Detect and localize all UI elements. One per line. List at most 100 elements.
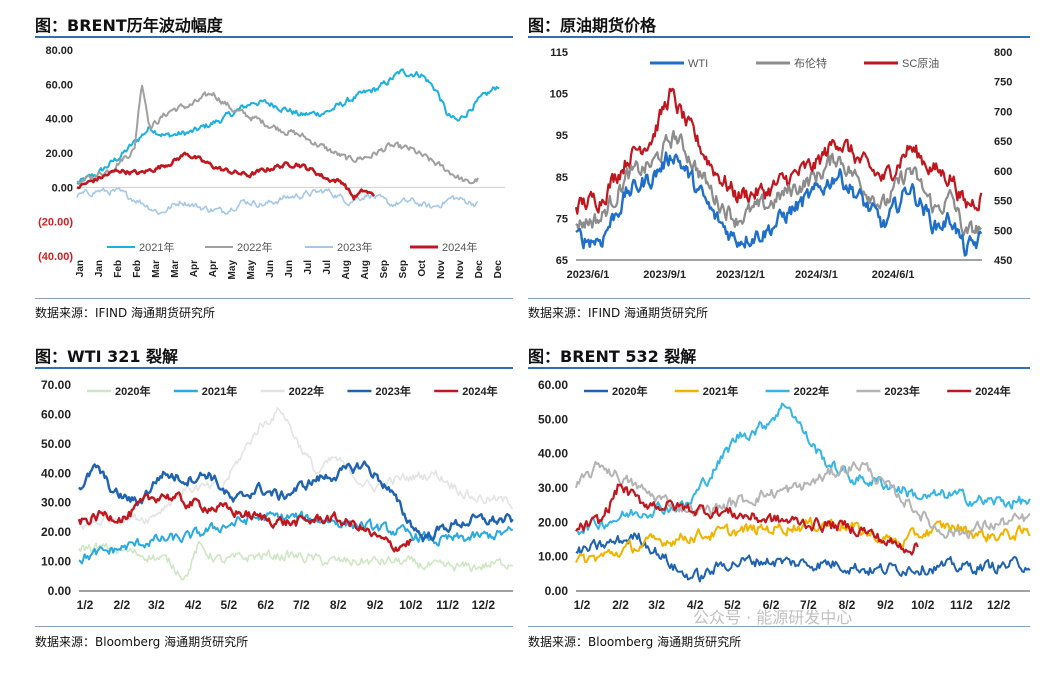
x-tick-label: 2024/3/1 xyxy=(795,269,838,281)
y-tick-label: 50.00 xyxy=(538,412,568,426)
x-tick-label: Dec xyxy=(474,260,485,279)
legend-label: SC原油 xyxy=(902,56,939,70)
brent-volatility-panel: 图：BRENT历年波动幅度 80.00 60.00 40.00 20.00 0.00 (2… xyxy=(35,12,513,322)
x-tick-label: 9/2 xyxy=(367,598,384,612)
brent-532-panel: 图：BRENT 532 裂解 60.00 50.00 40.00 30.00 20.00… xyxy=(528,343,1031,655)
x-tick-label: Sep xyxy=(379,260,390,278)
x-tick-label: 5/2 xyxy=(221,598,238,612)
x-tick-label: Jan xyxy=(94,260,105,277)
y-tick-label: 60.00 xyxy=(538,378,568,392)
series-line xyxy=(78,540,514,581)
series-line xyxy=(575,130,982,237)
brent-volatility-source: 数据来源：IFIND 海通期货研究所 xyxy=(35,306,216,320)
x-tick-label: 11/2 xyxy=(436,598,459,612)
x-tick-label: Apr xyxy=(208,260,219,277)
series-line xyxy=(575,461,1031,540)
legend-label: 2024年 xyxy=(975,384,1010,398)
legend-label: 2023年 xyxy=(337,240,372,254)
y-tick-label: 60.00 xyxy=(45,79,73,91)
x-tick-label: Sep xyxy=(398,260,409,278)
x-tick-label: 2/2 xyxy=(114,598,131,612)
y-tick-label: (40.00) xyxy=(38,251,73,263)
series-line xyxy=(76,84,479,186)
y-tick-label: 10.00 xyxy=(538,550,568,564)
x-tick-label: 2023/9/1 xyxy=(643,269,686,281)
y-tick-label: 70.00 xyxy=(41,378,71,392)
x-tick-label: Jan xyxy=(75,260,86,277)
brent-volatility-chart: 80.0060.0040.0020.000.00(20.00)(40.00)Ja… xyxy=(38,45,505,280)
x-tick-label: Aug xyxy=(360,260,371,279)
x-tick-label: 7/2 xyxy=(800,598,817,612)
brent-532-title: 图：BRENT 532 裂解 xyxy=(528,347,697,366)
y-tick-label: 65 xyxy=(556,255,568,267)
y-right-tick-label: 800 xyxy=(994,47,1012,59)
y-tick-label: 0.00 xyxy=(545,584,569,598)
title-rule xyxy=(35,367,513,369)
wti-321-chart: 70.00 60.00 50.00 40.00 30.00 20.00 10.00 0.00 1… xyxy=(41,378,514,612)
x-tick-label: 5/2 xyxy=(724,598,741,612)
y-right-tick-label: 700 xyxy=(994,106,1012,118)
x-tick-label: 2023/12/1 xyxy=(716,269,765,281)
y-right-tick-label: 650 xyxy=(994,136,1012,148)
title-rule xyxy=(528,36,1030,38)
title-rule xyxy=(528,367,1030,369)
source-rule xyxy=(528,626,1030,627)
wti-321-panel: 图：WTI 321 裂解 70.00 60.00 50.00 40.00 30.00 20… xyxy=(35,343,514,655)
legend-label: 2024年 xyxy=(442,240,477,254)
series-line xyxy=(575,402,1031,536)
x-tick-label: 12/2 xyxy=(987,598,1011,612)
y-tick-label: 115 xyxy=(550,47,568,59)
source-rule xyxy=(35,298,513,299)
series-line xyxy=(76,187,479,215)
x-tick-label: Mar xyxy=(170,260,181,278)
x-tick-label: 8/2 xyxy=(839,598,856,612)
x-tick-label: 9/2 xyxy=(877,598,894,612)
x-tick-label: 12/2 xyxy=(472,598,496,612)
y-right-tick-label: 750 xyxy=(994,77,1012,89)
series-line xyxy=(574,87,983,215)
x-tick-label: Feb xyxy=(132,260,143,278)
y-tick-label: 40.00 xyxy=(41,466,71,480)
x-tick-label: 6/2 xyxy=(257,598,274,612)
series-line xyxy=(575,483,919,556)
y-tick-label: 30.00 xyxy=(538,481,568,495)
y-right-tick-label: 600 xyxy=(994,166,1012,178)
series-line xyxy=(575,151,983,257)
y-tick-label: 60.00 xyxy=(41,407,71,421)
y-tick-label: 40.00 xyxy=(538,447,568,461)
y-right-tick-label: 450 xyxy=(994,255,1012,267)
legend-label: 2023年 xyxy=(375,384,410,398)
x-tick-label: 2024/6/1 xyxy=(872,269,915,281)
x-tick-label: May xyxy=(227,260,238,280)
legend-label: 2023年 xyxy=(884,384,919,398)
x-tick-label: Nov xyxy=(455,260,466,279)
series-line xyxy=(76,68,500,185)
x-tick-label: 1/2 xyxy=(574,598,591,612)
legend-label: 2020年 xyxy=(115,384,150,398)
brent-volatility-title: 图：BRENT历年波动幅度 xyxy=(35,16,223,35)
crude-futures-source: 数据来源：IFIND 海通期货研究所 xyxy=(528,306,709,320)
x-tick-label: 2023/6/1 xyxy=(567,269,610,281)
source-rule xyxy=(35,626,513,627)
x-tick-label: Aug xyxy=(341,260,352,279)
crude-futures-panel: 图：原油期货价格 115 105 95 85 75 65 800 750 700 650 600 55… xyxy=(528,12,1030,322)
series-line xyxy=(77,491,413,553)
x-tick-label: 4/2 xyxy=(185,598,202,612)
y-right-tick-label: 500 xyxy=(994,225,1012,237)
x-tick-label: 1/2 xyxy=(77,598,94,612)
y-tick-label: 80.00 xyxy=(45,45,73,57)
x-tick-label: Dec xyxy=(493,260,504,279)
y-tick-label: 75 xyxy=(556,213,568,225)
y-tick-label: 30.00 xyxy=(41,496,71,510)
legend-label: 2020年 xyxy=(612,384,647,398)
x-tick-label: Jul xyxy=(303,260,314,275)
x-tick-label: 11/2 xyxy=(950,598,973,612)
source-rule xyxy=(528,298,1030,299)
y-tick-label: 105 xyxy=(550,89,568,101)
crude-futures-chart: 115 105 95 85 75 65 800 750 700 650 600 550 500 450 20… xyxy=(550,47,1013,281)
y-tick-label: 40.00 xyxy=(45,114,73,126)
x-tick-label: 3/2 xyxy=(648,598,665,612)
y-tick-label: 0.00 xyxy=(48,584,72,598)
crude-futures-title: 图：原油期货价格 xyxy=(528,16,657,35)
x-tick-label: Nov xyxy=(436,260,447,279)
